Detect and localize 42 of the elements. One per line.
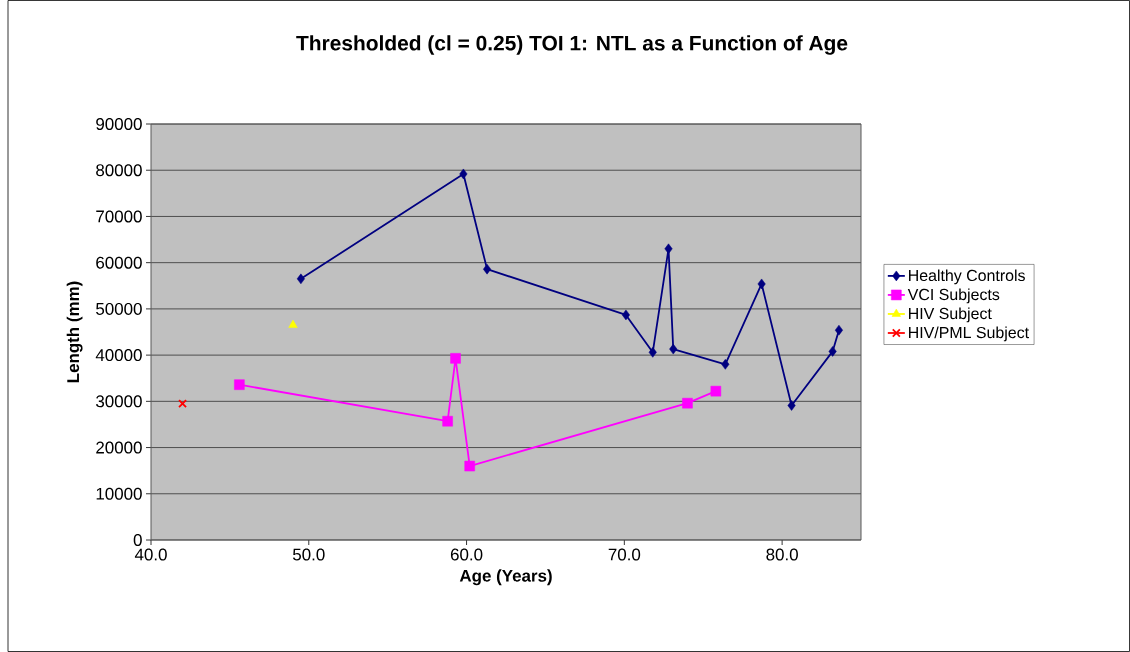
point: [464, 460, 475, 472]
legend-label: Healthy Controls: [909, 269, 1025, 285]
point: [234, 379, 245, 390]
point: [288, 319, 298, 328]
point: [757, 278, 766, 290]
point: [669, 343, 678, 355]
point: [450, 353, 461, 364]
point: [828, 346, 837, 357]
legend-label: HIV/PML Subject: [909, 326, 1029, 342]
x-tick-label: 80.0: [766, 548, 798, 561]
y-tick-label: 40000: [95, 349, 142, 362]
x-tick-label: 40.0: [134, 548, 167, 561]
point: [483, 263, 492, 275]
x-tick-label: 60.0: [450, 548, 483, 561]
point: [648, 347, 657, 358]
point: [296, 273, 305, 285]
y-tick-label: 20000: [96, 441, 142, 454]
x-axis-title: Age (Years): [459, 569, 552, 586]
point: [682, 397, 693, 409]
y-axis-title: Length (mm): [66, 281, 83, 383]
y-tick-label: 80000: [96, 164, 142, 177]
chart-title: Thresholded (cl = 0.25) TOI 1: NTL as a Function of Age: [296, 35, 848, 55]
point: [787, 400, 796, 411]
point: [621, 309, 630, 321]
point: [721, 359, 730, 370]
y-tick-label: 0: [133, 534, 142, 546]
y-tick-label: 60000: [96, 256, 142, 269]
y-tick-label: 90000: [96, 118, 142, 131]
y-tick-label: 10000: [96, 487, 142, 500]
y-tick-label: 30000: [96, 395, 142, 408]
y-tick-label: 70000: [96, 210, 142, 223]
point: [459, 168, 468, 180]
point: [178, 399, 187, 409]
legend-label: HIV Subject: [909, 307, 992, 323]
point: [710, 385, 722, 397]
legend-label: VCI Subjects: [907, 288, 1000, 304]
x-tick-label: 50.0: [292, 548, 325, 561]
point: [664, 243, 673, 255]
point: [834, 324, 843, 336]
x-tick-label: 70.0: [608, 548, 641, 561]
point: [442, 415, 453, 427]
y-tick-label: 50000: [96, 302, 142, 315]
